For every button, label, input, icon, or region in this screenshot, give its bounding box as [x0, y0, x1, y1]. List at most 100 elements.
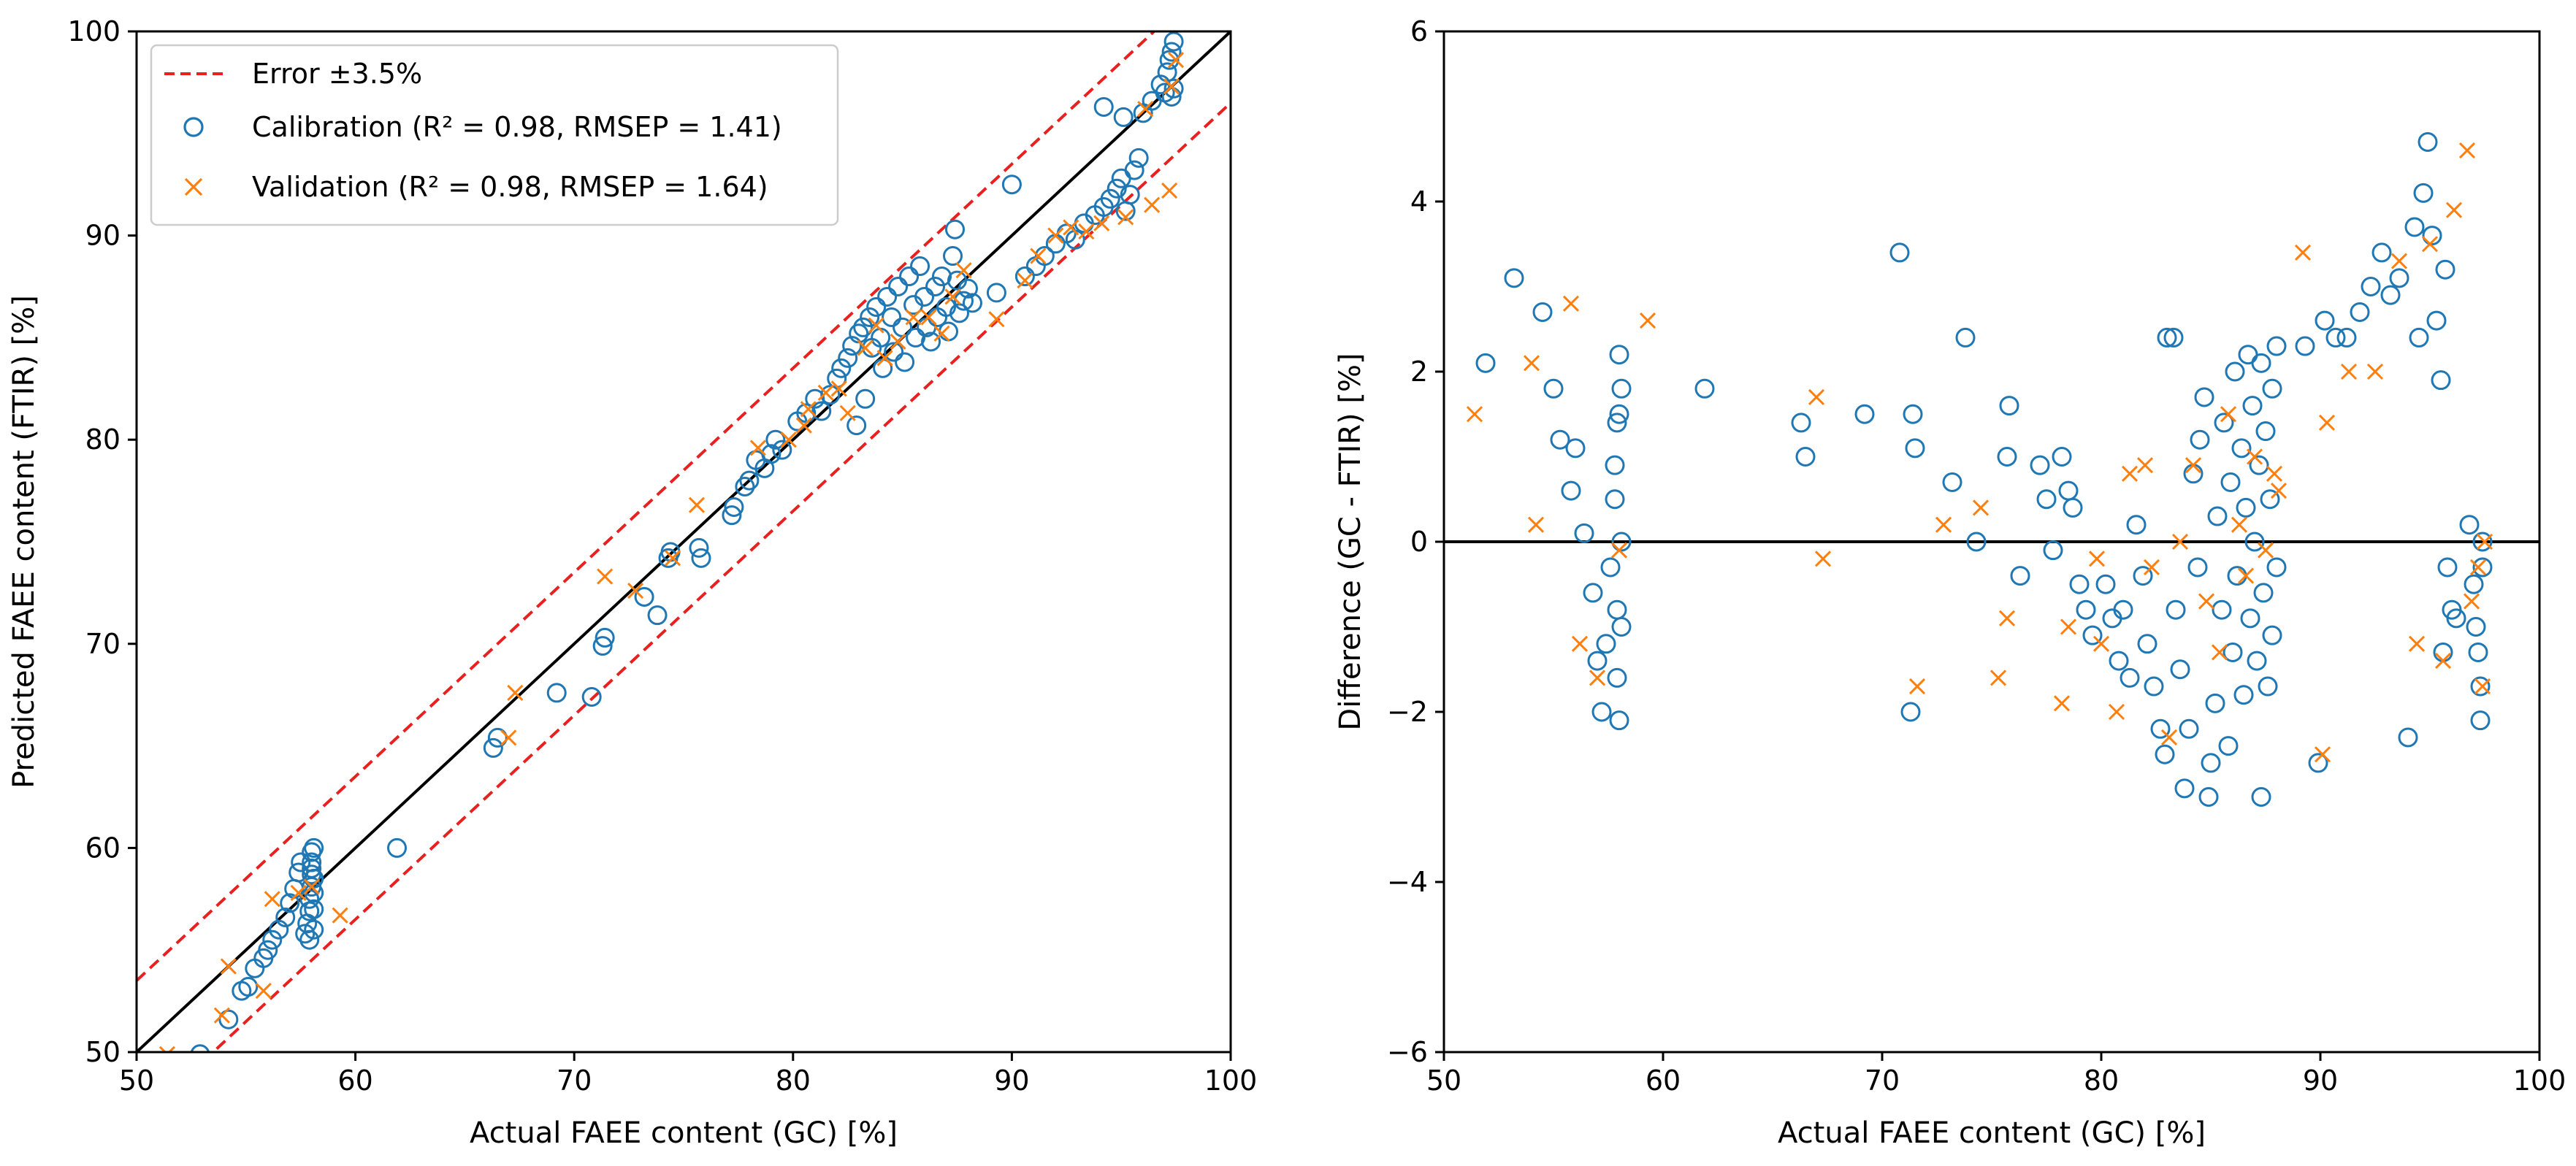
left-calibration-point	[299, 929, 320, 950]
right-x-tick-label: 100	[2513, 1065, 2567, 1097]
left-x-tick-label: 70	[557, 1065, 592, 1097]
right-calibration-point	[1609, 404, 1629, 424]
right-calibration-point	[1605, 455, 1625, 475]
left-validation-point	[839, 404, 856, 421]
right-validation-point	[1527, 516, 1545, 533]
left-calibration-point	[1111, 168, 1131, 188]
right-validation-point	[2270, 483, 2288, 499]
right-calibration-point	[2459, 515, 2480, 535]
right-validation-point	[1990, 670, 2007, 686]
right-calibration-point	[2389, 268, 2409, 288]
right-validation-point	[1908, 678, 1926, 695]
right-calibration-point	[2466, 617, 2486, 637]
right-calibration-point	[2225, 361, 2245, 382]
right-validation-point	[2257, 542, 2274, 559]
legend-validation-label: Validation (R² = 0.98, RMSEP = 1.64)	[252, 171, 768, 203]
right-validation-point	[2160, 729, 2178, 746]
left-validation-point	[290, 884, 307, 901]
right-calibration-point	[2238, 345, 2258, 365]
right-calibration-point	[2058, 480, 2079, 501]
right-calibration-point	[2413, 183, 2434, 203]
left-calibration-point	[291, 852, 311, 872]
left-validation-point	[1168, 52, 1185, 69]
right-calibration-point	[2315, 310, 2335, 331]
right-calibration-point	[2260, 489, 2280, 510]
left-x-tick-label: 60	[337, 1065, 372, 1097]
right-calibration-point	[2251, 787, 2271, 807]
right-calibration-point	[2350, 302, 2370, 322]
right-calibration-point	[2231, 438, 2252, 459]
right-calibration-point	[1550, 429, 1570, 450]
left-calibration-point	[765, 429, 786, 450]
left-validation-point	[1163, 78, 1180, 95]
left-x-tick-label: 80	[776, 1065, 811, 1097]
left-validation-point	[1137, 101, 1154, 118]
right-y-tick-label: 0	[1410, 526, 1428, 558]
right-validation-point	[2476, 533, 2493, 551]
left-calibration-point	[1107, 178, 1127, 199]
left-x-tick-label: 100	[1204, 1065, 1258, 1097]
left-calibration-point	[258, 940, 278, 960]
right-calibration-point	[2190, 429, 2210, 450]
left-validation-point	[905, 309, 922, 326]
right-calibration-point	[2205, 693, 2225, 713]
right-calibration-point	[2082, 625, 2103, 645]
right-y-tick-label: −6	[1387, 1036, 1428, 1068]
right-calibration-point	[1999, 396, 2019, 416]
right-calibration-point	[1565, 438, 1586, 459]
right-calibration-point	[2472, 532, 2493, 552]
left-calibration-point	[689, 537, 709, 558]
left-validation-point	[1030, 248, 1047, 264]
right-calibration-point	[2183, 464, 2204, 484]
right-calibration-point	[2198, 787, 2219, 807]
legend-calibration-swatch	[183, 117, 204, 137]
right-calibration-point	[2244, 532, 2265, 552]
left-calibration-point	[634, 586, 654, 607]
left-data-marks	[137, 31, 1231, 1052]
left-calibration-point	[275, 907, 296, 927]
right-calibration-point	[2295, 336, 2315, 356]
left-scatter-panel: 50 60 70 80 90 100 50 60 70 80 90 100 Actual FAEE c…	[7, 15, 1258, 1150]
left-calibration-point	[269, 919, 289, 940]
left-validation-point	[158, 1046, 176, 1052]
left-calibration-point	[1034, 246, 1055, 266]
right-calibration-point	[2468, 642, 2488, 662]
left-calibration-point	[190, 1044, 210, 1052]
right-calibration-point	[1583, 583, 1603, 603]
right-validation-point	[2220, 406, 2237, 423]
left-validation-point	[817, 384, 834, 401]
right-validation-point	[1639, 312, 1656, 329]
right-calibration-point	[2361, 277, 2381, 296]
right-calibration-point	[1942, 472, 1962, 492]
left-calibration-point	[945, 219, 966, 239]
left-validation-point	[1161, 183, 1178, 199]
left-calibration-point	[888, 277, 909, 296]
right-validation-point	[2185, 457, 2202, 474]
left-validation-point	[1144, 196, 1161, 213]
left-validation-point	[1047, 227, 1064, 244]
right-validation-point	[1610, 542, 1628, 559]
right-validation-point	[2463, 593, 2480, 610]
right-calibration-point	[2174, 778, 2195, 799]
right-validation-point	[2121, 465, 2139, 482]
right-validation-point	[2474, 678, 2491, 695]
left-calibration-point	[595, 627, 615, 648]
right-data-marks	[1444, 131, 2539, 807]
right-calibration-point	[2325, 327, 2346, 348]
right-calibration-point	[2137, 634, 2158, 654]
left-validation-point	[220, 958, 237, 975]
right-validation-point	[2390, 253, 2408, 269]
right-validation-point	[1466, 406, 1483, 423]
left-validation-point	[988, 311, 1005, 328]
right-validation-point	[2366, 363, 2384, 380]
right-calibration-point	[2247, 651, 2267, 671]
right-calibration-point	[2422, 226, 2442, 246]
right-validation-point	[2469, 559, 2487, 576]
right-axis-ticks: 50 60 70 80 90 100 −6 −4 −2 0 2 4 6	[1387, 15, 2566, 1097]
right-calibration-point	[2240, 608, 2260, 629]
left-calibration-point	[546, 683, 567, 703]
right-y-axis-label: Difference (GC - FTIR) [%]	[1334, 353, 1367, 730]
left-validation-point	[920, 309, 937, 326]
right-calibration-point	[2266, 557, 2287, 578]
left-calibration-point	[304, 899, 324, 919]
